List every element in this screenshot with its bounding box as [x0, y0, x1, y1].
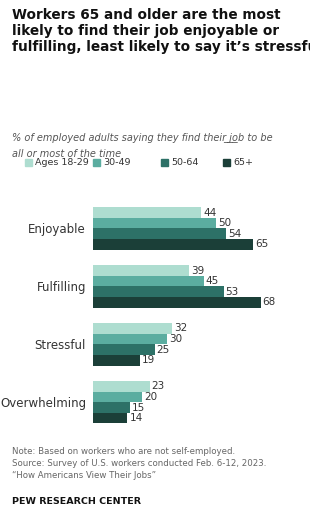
Text: 44: 44	[203, 207, 217, 218]
Text: 19: 19	[142, 355, 155, 365]
Bar	[93, 286, 224, 297]
Text: 39: 39	[191, 266, 204, 276]
Text: 32: 32	[174, 324, 187, 333]
Bar	[93, 207, 202, 218]
Bar	[93, 392, 142, 402]
Bar	[93, 402, 130, 413]
Bar	[93, 334, 167, 344]
Text: Note: Based on workers who are not self-employed.
Source: Survey of U.S. workers: Note: Based on workers who are not self-…	[12, 447, 267, 480]
Text: 45: 45	[206, 276, 219, 286]
Bar	[93, 239, 253, 250]
Text: 30-49: 30-49	[104, 158, 131, 168]
Text: 15: 15	[132, 403, 145, 413]
Text: 23: 23	[152, 382, 165, 391]
Text: ___: ___	[223, 133, 238, 143]
Bar	[93, 413, 127, 423]
Text: 68: 68	[263, 297, 276, 307]
Text: 30: 30	[169, 334, 182, 344]
Text: PEW RESEARCH CENTER: PEW RESEARCH CENTER	[12, 497, 141, 506]
Bar	[93, 276, 204, 286]
Text: 65: 65	[255, 239, 268, 249]
Bar	[93, 323, 172, 334]
Text: 54: 54	[228, 229, 241, 239]
Bar	[93, 297, 261, 308]
Bar	[93, 381, 150, 392]
Text: all or most of the time: all or most of the time	[12, 138, 122, 159]
Bar	[93, 218, 216, 229]
Text: 50: 50	[218, 218, 231, 228]
Text: Ages 18-29: Ages 18-29	[35, 158, 89, 168]
Text: Workers 65 and older are the most
likely to find their job enjoyable or
fulfilli: Workers 65 and older are the most likely…	[12, 8, 310, 54]
Text: 25: 25	[157, 345, 170, 355]
Text: 53: 53	[226, 287, 239, 297]
Text: 50-64: 50-64	[172, 158, 199, 168]
Bar	[93, 265, 189, 276]
Text: 20: 20	[144, 392, 157, 402]
Bar	[93, 229, 226, 239]
Text: % of employed adults saying they find their job to be: % of employed adults saying they find th…	[12, 133, 276, 143]
Bar	[93, 355, 140, 366]
Text: 14: 14	[130, 413, 143, 423]
Bar	[93, 344, 155, 355]
Text: 65+: 65+	[234, 158, 254, 168]
